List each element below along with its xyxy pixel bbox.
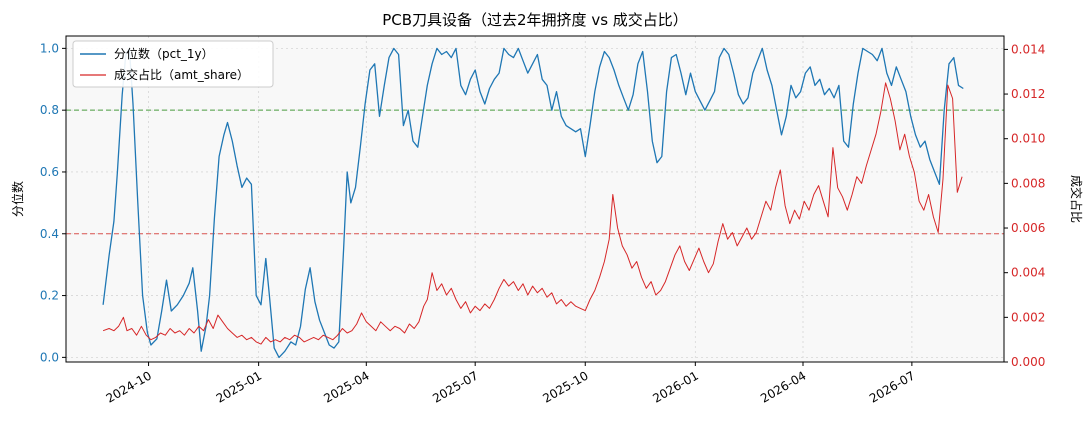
x-tick-label: 2024-10 (104, 368, 154, 405)
y-left-tick-label: 0.6 (40, 165, 59, 179)
legend-box (72, 40, 274, 88)
y-right-tick-label: 0.008 (1011, 176, 1045, 190)
series-line-amt (102, 82, 963, 345)
y-left-axis-label: 分位数 (10, 181, 25, 217)
plot-background (66, 36, 1004, 362)
x-tick-label: 2026-07 (867, 368, 917, 405)
x-tick-label: 2026-01 (650, 368, 700, 405)
legend-label-amt: 成交占比（amt_share） (114, 67, 249, 82)
y-left-tick-label: 0.0 (40, 350, 59, 364)
y-right-tick-label: 0.002 (1011, 310, 1045, 324)
x-tick-label: 2025-10 (540, 368, 590, 405)
y-right-axis-label: 成交占比 (1069, 175, 1084, 223)
series-lines (102, 47, 964, 359)
x-tick-label: 2025-07 (430, 368, 480, 405)
legend-label-pct: 分位数（pct_1y） (114, 46, 214, 61)
chart-title: PCB刀具设备（过去2年拥挤度 vs 成交占比） (382, 11, 688, 29)
x-tick-label: 2025-01 (214, 368, 264, 405)
y-right-tick-label: 0.006 (1011, 221, 1045, 235)
y-right-tick-label: 0.004 (1011, 266, 1045, 280)
y-left-tick-label: 0.8 (40, 103, 59, 117)
series-line-pct (102, 47, 964, 359)
y-left-tick-label: 0.2 (40, 289, 59, 303)
y-left-tick-label: 0.4 (40, 227, 59, 241)
reference-lines (66, 109, 1004, 235)
x-tick-label: 2025-04 (321, 368, 371, 405)
plot-frame (65, 35, 1005, 363)
y-right-tick-label: 0.000 (1011, 355, 1045, 369)
y-right-tick-label: 0.012 (1011, 87, 1045, 101)
y-left-tick-label: 1.0 (40, 41, 59, 55)
y-right-tick-label: 0.014 (1011, 42, 1045, 56)
x-tick-label: 2026-04 (758, 368, 808, 405)
legend: 分位数（pct_1y） 成交占比（amt_share） (72, 40, 274, 88)
y-right-tick-label: 0.010 (1011, 132, 1045, 146)
